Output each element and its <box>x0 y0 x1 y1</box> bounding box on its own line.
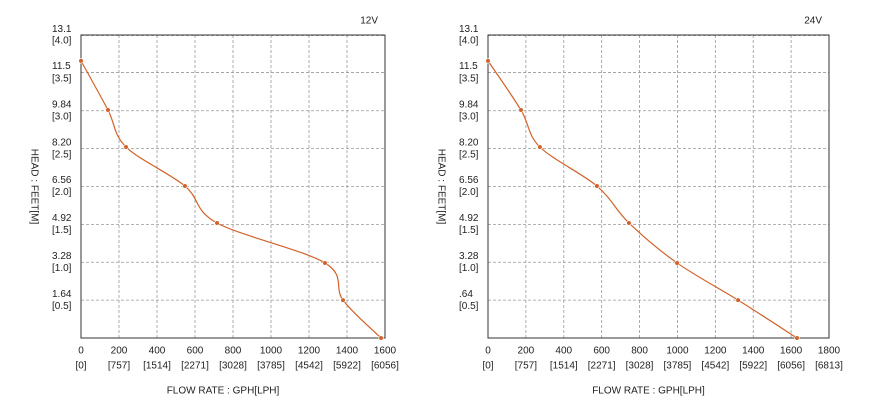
y2-tick-label: [2.0] <box>52 187 72 198</box>
x2-tick-label: [4542] <box>701 361 729 372</box>
x-tick-label: 1800 <box>818 346 841 357</box>
x-tick-label: 200 <box>518 346 535 357</box>
x2-tick-label: [3028] <box>219 361 247 372</box>
y2-tick-label: [3.5] <box>459 74 479 85</box>
point <box>485 58 491 64</box>
x2-tick-label: [0] <box>482 361 493 372</box>
y-tick-label: 3.28 <box>459 251 479 262</box>
point <box>626 220 632 226</box>
x-tick-label: 0 <box>78 346 84 357</box>
x-axis-title: FLOW RATE : GPH[LPH] <box>592 386 705 397</box>
x-tick-label: 800 <box>225 346 242 357</box>
plot-frame <box>80 34 386 339</box>
x2-tick-label: [3785] <box>664 361 692 372</box>
x-tick-label: 400 <box>555 346 572 357</box>
x2-tick-label: [2271] <box>181 361 209 372</box>
x2-tick-label: [6813] <box>815 361 843 372</box>
y-tick-label: 4.92 <box>459 213 479 224</box>
y-tick-label: 1.64 <box>52 289 72 300</box>
point <box>340 297 346 303</box>
x2-tick-label: [3028] <box>626 361 654 372</box>
y2-tick-label: [3.0] <box>52 111 72 122</box>
y-tick-label: 8.20 <box>52 137 72 148</box>
x2-tick-label: [5922] <box>739 361 767 372</box>
point <box>322 260 328 266</box>
point <box>378 335 384 341</box>
x-tick-label: 200 <box>111 346 128 357</box>
point <box>182 183 188 189</box>
y-tick-label: 9.84 <box>52 99 72 110</box>
x2-tick-label: [0] <box>75 361 86 372</box>
y2-tick-label: [4.0] <box>459 36 479 47</box>
y2-tick-label: [4.0] <box>52 36 72 47</box>
x-tick-label: 400 <box>149 346 166 357</box>
x-tick-label: 600 <box>187 346 204 357</box>
y-tick-label: 8.20 <box>459 137 479 148</box>
x2-tick-label: [5922] <box>333 361 361 372</box>
y-tick-label: .64 <box>459 289 473 300</box>
y-tick-label: 3.28 <box>52 251 72 262</box>
y2-tick-label: [0.5] <box>52 301 72 312</box>
y-tick-label: 6.56 <box>52 175 72 186</box>
x-tick-label: 1600 <box>374 346 397 357</box>
point <box>674 260 680 266</box>
x2-tick-label: [757] <box>515 361 537 372</box>
y-axis-title: HEAD : FEET[M] <box>28 149 39 225</box>
x-tick-label: 1000 <box>666 346 689 357</box>
y-tick-label: 6.56 <box>459 175 479 186</box>
y2-tick-label: [1.0] <box>52 263 72 274</box>
x-axis-title: FLOW RATE : GPH[LPH] <box>167 386 280 397</box>
y2-tick-label: [1.5] <box>52 225 72 236</box>
point <box>794 335 800 341</box>
point <box>594 183 600 189</box>
point <box>78 58 84 64</box>
y-tick-label: 13.1 <box>52 24 72 35</box>
point <box>735 297 741 303</box>
point <box>105 107 111 113</box>
curve <box>80 60 382 339</box>
x2-tick-label: [6056] <box>371 361 399 372</box>
y2-tick-label: [2.5] <box>459 149 479 160</box>
y2-tick-label: [0.5] <box>459 301 479 312</box>
point <box>537 144 543 150</box>
y2-tick-label: [2.0] <box>459 187 479 198</box>
y-tick-label: 13.1 <box>459 24 479 35</box>
x-tick-label: 1200 <box>298 346 321 357</box>
plot-frame <box>487 34 830 339</box>
x-tick-label: 1000 <box>260 346 283 357</box>
y-axis-title: HEAD : FEET[M] <box>435 149 446 225</box>
curve <box>487 60 798 339</box>
x-tick-label: 0 <box>485 346 491 357</box>
y-tick-label: 11.5 <box>459 61 478 72</box>
point <box>123 144 129 150</box>
y-tick-label: 11.5 <box>52 61 71 72</box>
x2-tick-label: [2271] <box>588 361 616 372</box>
x-tick-label: 600 <box>593 346 610 357</box>
y-tick-label: 9.84 <box>459 99 479 110</box>
y2-tick-label: [1.0] <box>459 263 479 274</box>
x2-tick-label: [1514] <box>143 361 171 372</box>
annotation: 12V <box>360 16 378 27</box>
y2-tick-label: [2.5] <box>52 149 72 160</box>
y-tick-label: 4.92 <box>52 213 72 224</box>
annotation: 24V <box>804 16 822 27</box>
x-tick-label: 1400 <box>742 346 765 357</box>
x-tick-label: 1600 <box>780 346 803 357</box>
y2-tick-label: [1.5] <box>459 225 479 236</box>
x2-tick-label: [4542] <box>295 361 323 372</box>
x2-tick-label: [757] <box>108 361 130 372</box>
x-tick-label: 1400 <box>336 346 359 357</box>
y2-tick-label: [3.5] <box>52 74 72 85</box>
point <box>518 107 524 113</box>
x-tick-label: 1200 <box>704 346 727 357</box>
x2-tick-label: [3785] <box>257 361 285 372</box>
x-tick-label: 800 <box>631 346 648 357</box>
point <box>214 220 220 226</box>
y2-tick-label: [3.0] <box>459 111 479 122</box>
x2-tick-label: [6056] <box>777 361 805 372</box>
x2-tick-label: [1514] <box>550 361 578 372</box>
